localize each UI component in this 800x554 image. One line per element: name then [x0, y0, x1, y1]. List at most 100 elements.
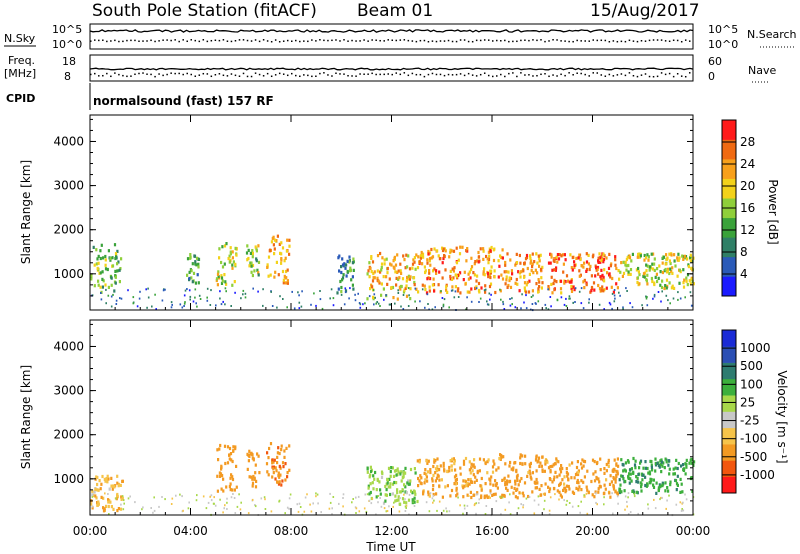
echo-cell	[215, 304, 217, 307]
echo-cell	[496, 486, 499, 490]
echo-cell	[577, 472, 580, 477]
nave-point	[644, 73, 647, 75]
echo-cell	[489, 489, 492, 493]
y-tick-label: 1000	[53, 472, 84, 486]
echo-cell	[474, 502, 476, 505]
nave-point	[636, 75, 639, 78]
echo-cell	[624, 479, 627, 484]
echo-cell	[297, 291, 299, 294]
echo-cell	[252, 458, 255, 462]
echo-cell	[189, 295, 192, 298]
nsearch-point	[568, 40, 570, 43]
echo-cell	[684, 493, 686, 496]
echo-cell	[643, 258, 646, 262]
echo-cell	[183, 294, 186, 297]
echo-cell	[678, 281, 681, 285]
echo-cell	[559, 287, 563, 291]
echo-cell	[99, 271, 102, 275]
echo-cell	[622, 469, 625, 473]
nsearch-point	[624, 40, 627, 43]
echo-cell	[395, 283, 398, 287]
echo-cell	[489, 275, 492, 280]
echo-cell	[229, 452, 233, 456]
echo-cell	[350, 278, 353, 282]
echo-cell	[608, 491, 611, 495]
echo-cell	[507, 474, 510, 478]
nsearch-point	[612, 40, 615, 42]
echo-cell	[110, 305, 113, 308]
echo-cell	[585, 492, 588, 495]
echo-cell	[525, 290, 528, 294]
echo-cell	[665, 253, 668, 257]
echo-cell	[476, 493, 479, 496]
echo-cell	[226, 445, 230, 449]
echo-cell	[175, 494, 177, 497]
echo-cell	[213, 496, 215, 499]
echo-cell	[219, 290, 221, 293]
echo-cell	[628, 481, 631, 485]
echo-cell	[664, 267, 667, 272]
echo-cell	[96, 482, 99, 487]
echo-cell	[423, 481, 426, 485]
echo-cell	[101, 285, 104, 289]
echo-cell	[475, 279, 478, 283]
echo-cell	[240, 297, 242, 300]
nave-point	[371, 72, 373, 75]
echo-cell	[607, 464, 610, 468]
echo-cell	[348, 297, 350, 300]
nsearch-point	[387, 39, 389, 41]
echo-cell	[661, 290, 663, 293]
echo-cell	[278, 480, 281, 484]
echo-cell	[693, 460, 696, 464]
echo-cell	[606, 271, 609, 275]
echo-cell	[625, 264, 628, 268]
echo-cell	[440, 290, 442, 293]
echo-cell	[509, 298, 511, 300]
echo-cell	[486, 471, 489, 475]
echo-cell	[560, 296, 563, 299]
nave-point	[548, 75, 550, 78]
echo-cell	[414, 287, 417, 290]
nave-point	[379, 73, 381, 76]
echo-cell	[107, 249, 110, 253]
nave-point	[443, 74, 446, 77]
echo-cell	[100, 495, 103, 499]
echo-cell	[518, 289, 521, 293]
echo-cell	[397, 277, 400, 281]
echo-cell	[298, 301, 301, 304]
echo-cell	[288, 244, 291, 248]
nsearch-point	[648, 39, 651, 42]
nave-point	[242, 72, 245, 75]
echo-cell	[604, 487, 607, 491]
nave-point	[282, 73, 285, 75]
echo-cell	[627, 492, 630, 495]
nave-point	[584, 73, 586, 76]
colorbar-swatch	[722, 362, 736, 380]
echo-cell	[469, 490, 472, 494]
echo-cell	[597, 272, 600, 276]
echo-cell	[426, 461, 429, 465]
echo-cell	[257, 260, 261, 264]
echo-cell	[276, 455, 279, 459]
echo-cell	[286, 471, 289, 475]
echo-cell	[372, 487, 375, 491]
echo-cell	[120, 297, 123, 300]
echo-cell	[465, 484, 468, 488]
echo-cell	[112, 484, 115, 488]
nave-point	[592, 72, 594, 74]
echo-cell	[538, 464, 541, 468]
echo-cell	[455, 274, 458, 278]
echo-cell	[90, 277, 93, 281]
echo-cell	[515, 252, 518, 256]
echo-cell	[659, 498, 661, 501]
nsearch-point	[94, 39, 96, 41]
echo-cell	[672, 472, 675, 476]
echo-cell	[398, 510, 401, 513]
echo-cell	[139, 290, 141, 293]
echo-cell	[288, 238, 291, 242]
echo-cell	[636, 280, 639, 284]
echo-cell	[668, 472, 671, 476]
echo-cell	[661, 481, 664, 485]
echo-cell	[194, 281, 197, 285]
echo-cell	[453, 266, 456, 270]
